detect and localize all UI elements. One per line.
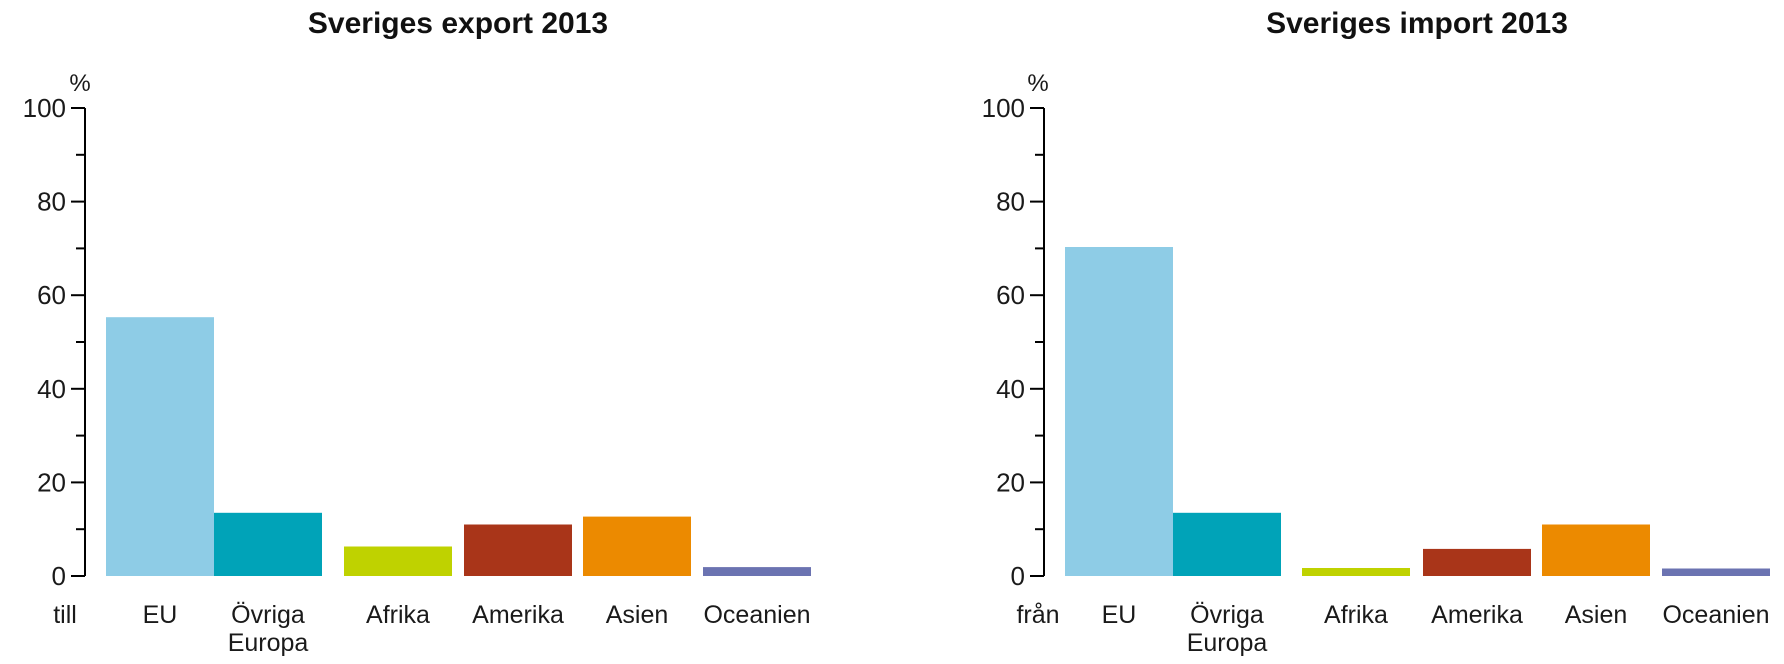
export-bar-ovriga-europa — [214, 512, 322, 576]
import-y-tick-label: 40 — [996, 374, 1025, 404]
export-category-label: Oceanien — [703, 601, 810, 629]
import-y-tick-label: 80 — [996, 187, 1025, 217]
export-category-label: EU — [143, 601, 178, 629]
import-bar-oceanien — [1662, 568, 1770, 576]
import-category-label: Amerika — [1431, 601, 1523, 629]
export-axes: 0 20 40 60 80 100 — [23, 93, 86, 591]
import-bar-afrika — [1302, 568, 1410, 576]
export-bar-amerika — [464, 524, 572, 576]
import-bar-asien — [1542, 524, 1650, 576]
export-category-label: Övriga — [231, 601, 305, 629]
import-category-label: Afrika — [1324, 601, 1388, 629]
export-y-tick-label: 0 — [52, 561, 66, 591]
export-y-tick-label: 20 — [37, 467, 66, 497]
import-bar-ovriga-europa — [1173, 512, 1281, 576]
import-y-tick-label: 20 — [996, 467, 1025, 497]
export-y-unit-label: % — [69, 70, 90, 97]
export-category-label: Europa — [228, 629, 309, 657]
export-category-label: Afrika — [366, 601, 430, 629]
export-y-tick-label: 80 — [37, 187, 66, 217]
export-bar-asien — [583, 516, 691, 576]
import-y-tick-label: 0 — [1011, 561, 1025, 591]
export-chart: Sveriges export 2013 % till EU ÖvrigaEuro… — [23, 7, 811, 657]
import-chart: Sveriges import 2013 % från EU ÖvrigaEuro… — [982, 7, 1770, 657]
import-chart-title: Sveriges import 2013 — [1266, 7, 1568, 40]
export-y-tick-label: 100 — [23, 93, 66, 123]
export-y-tick-label: 60 — [37, 280, 66, 310]
export-category-label: Asien — [606, 601, 669, 629]
import-axes: 0 20 40 60 80 100 — [982, 93, 1045, 591]
import-bar-eu — [1065, 247, 1173, 576]
import-y-tick-label: 60 — [996, 280, 1025, 310]
import-category-label: Europa — [1187, 629, 1268, 657]
export-chart-title: Sveriges export 2013 — [308, 7, 608, 40]
export-bar-oceanien — [703, 567, 811, 576]
export-y-tick-label: 40 — [37, 374, 66, 404]
export-bar-eu — [106, 317, 214, 576]
import-axis-prefix: från — [1016, 601, 1059, 629]
import-category-label: EU — [1102, 601, 1137, 629]
export-category-label: Amerika — [472, 601, 564, 629]
export-bar-afrika — [344, 546, 452, 576]
import-category-label: Oceanien — [1662, 601, 1769, 629]
import-category-label: Asien — [1565, 601, 1628, 629]
import-y-tick-label: 100 — [982, 93, 1025, 123]
import-bar-amerika — [1423, 548, 1531, 576]
import-category-label: Övriga — [1190, 601, 1264, 629]
export-axis-prefix: till — [53, 601, 77, 629]
import-y-unit-label: % — [1027, 70, 1048, 97]
